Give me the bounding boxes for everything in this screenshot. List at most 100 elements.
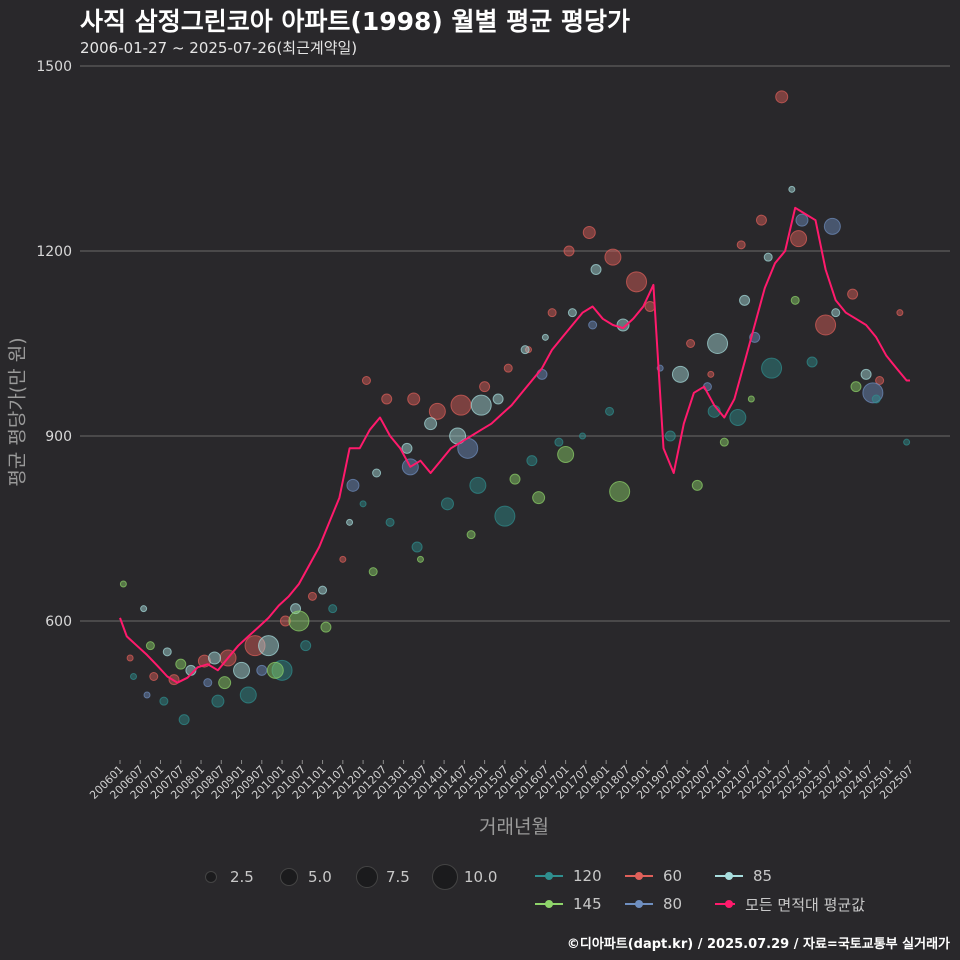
scatter-point-60: [815, 314, 837, 336]
scatter-point-60: [503, 363, 513, 373]
scatter-point-120: [411, 541, 423, 553]
scatter-point-120: [664, 430, 676, 442]
scatter-point-80: [823, 217, 841, 235]
average-series-line: [119, 206, 910, 684]
scatter-point-85: [707, 333, 729, 354]
scatter-point-85: [424, 417, 438, 431]
scatter-point-120: [526, 455, 538, 467]
scatter-point-85: [763, 252, 773, 262]
size-legend-dot: [280, 868, 298, 886]
scatter-point-145: [368, 567, 378, 577]
scatter-point-120: [729, 409, 747, 426]
scatter-point-60: [450, 394, 472, 416]
size-legend-dot: [356, 866, 378, 888]
scatter-point-60: [428, 402, 446, 420]
scatter-point-60: [775, 90, 789, 104]
scatter-point-60: [149, 672, 159, 681]
color-legend-label: 80: [663, 895, 683, 913]
y-tick-label: 1200: [36, 244, 72, 260]
size-legend: 2.5 5.0 7.5 10.0: [196, 862, 508, 892]
scatter-point-120: [211, 694, 225, 708]
scatter-point-145: [466, 530, 476, 540]
scatter-point-120: [494, 505, 516, 527]
scatter-point-80: [143, 691, 151, 699]
y-axis-label: 평균 평당가(만 원): [6, 337, 29, 487]
scatter-point-120: [871, 394, 881, 404]
scatter-point-145: [416, 555, 424, 563]
scatter-point-85: [492, 393, 504, 405]
scatter-point-145: [288, 610, 310, 632]
scatter-point-80: [203, 678, 213, 688]
scatter-point-145: [557, 446, 575, 463]
y-tick-label: 900: [45, 429, 72, 445]
scatter-point-120: [239, 686, 257, 704]
color-legend-label: 60: [663, 867, 683, 885]
scatter-point-85: [567, 308, 577, 318]
x-axis-label: 거래년월: [479, 816, 549, 838]
scatter-point-60: [407, 392, 421, 406]
y-tick-label: 600: [45, 614, 72, 630]
scatter-point-120: [469, 476, 487, 494]
scatter-point-120: [440, 497, 454, 511]
scatter-point-60: [126, 654, 134, 662]
scatter-point-85: [860, 368, 872, 380]
scatter-point-85: [739, 294, 751, 306]
scatter-point-145: [320, 621, 332, 633]
scatter-point-85: [671, 365, 689, 383]
scatter-point-80: [536, 368, 548, 380]
scatter-point-120: [385, 517, 395, 527]
size-legend-item: 10.0: [430, 862, 500, 892]
scatter-point-85: [258, 635, 280, 657]
color-legend-label: 85: [753, 867, 773, 885]
scatter-point-120: [328, 604, 338, 614]
color-legend-item: 120: [535, 864, 625, 888]
scatter-point-60: [479, 381, 491, 393]
scatter-point-120: [903, 438, 911, 446]
scatter-point-60: [790, 230, 808, 248]
size-legend-item: 7.5: [352, 862, 422, 892]
color-legend-item: 145: [535, 892, 625, 916]
gridlines: [80, 65, 950, 622]
scatter-point-60: [563, 245, 575, 257]
scatter-point-145: [691, 479, 703, 491]
size-legend-dot: [205, 871, 217, 883]
color-legend: 120 60 85 145 80 모든 면적대 평균값: [535, 864, 865, 916]
scatter-point-60: [686, 339, 696, 348]
scatter-point-120: [554, 437, 564, 447]
scatter-point-85: [346, 518, 354, 526]
scatter-point-145: [509, 473, 521, 485]
source-caption: ©디아파트(dapt.kr) / 2025.07.29 / 자료=국토교통부 실…: [566, 937, 950, 952]
scatter-point-85: [162, 647, 172, 657]
scatter-point-120: [605, 406, 615, 416]
scatter-point-80: [795, 213, 809, 227]
scatter-point-145: [145, 641, 155, 651]
scatter-point-120: [159, 696, 169, 706]
scatter-point-145: [532, 491, 546, 505]
scatter-point-120: [761, 357, 783, 379]
scatter-point-60: [896, 309, 904, 317]
color-legend-label: 145: [573, 895, 602, 913]
scatter-point-120: [806, 356, 818, 368]
chart-title: 사직 삼정그린코아 아파트(1998) 월별 평균 평당가: [80, 7, 630, 36]
scatter-point-120: [579, 432, 587, 440]
scatter-point-145: [747, 395, 755, 403]
scatter-point-120: [359, 500, 367, 508]
scatter-point-60: [755, 214, 767, 226]
size-legend-label: 10.0: [464, 868, 498, 886]
y-tick-labels: 600 900 1200 1500: [36, 59, 72, 630]
scatter-point-60: [875, 376, 885, 385]
scatter-point-85: [372, 468, 382, 478]
scatter-point-80: [256, 664, 268, 676]
scatter-point-145: [175, 658, 187, 670]
scatter-point-145: [266, 661, 284, 679]
scatter-point-60: [847, 288, 859, 300]
average-line: [119, 206, 910, 684]
color-legend-label: 모든 면적대 평균값: [745, 895, 865, 914]
size-legend-label: 2.5: [230, 868, 254, 886]
scatter-point-60: [604, 248, 622, 266]
scatter-point-80: [588, 320, 598, 330]
scatter-point-85: [401, 442, 413, 454]
scatter-point-120: [130, 673, 138, 680]
size-legend-dot: [432, 864, 458, 890]
scatter-point-60: [736, 240, 746, 250]
